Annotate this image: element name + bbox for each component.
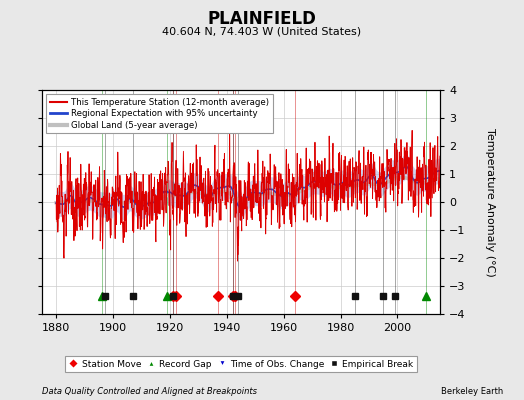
Text: Berkeley Earth: Berkeley Earth	[441, 387, 503, 396]
Legend: Station Move, Record Gap, Time of Obs. Change, Empirical Break: Station Move, Record Gap, Time of Obs. C…	[66, 356, 417, 372]
Y-axis label: Temperature Anomaly (°C): Temperature Anomaly (°C)	[485, 128, 495, 276]
Text: 40.604 N, 74.403 W (United States): 40.604 N, 74.403 W (United States)	[162, 26, 362, 36]
Text: Data Quality Controlled and Aligned at Breakpoints: Data Quality Controlled and Aligned at B…	[42, 387, 257, 396]
Text: PLAINFIELD: PLAINFIELD	[208, 10, 316, 28]
